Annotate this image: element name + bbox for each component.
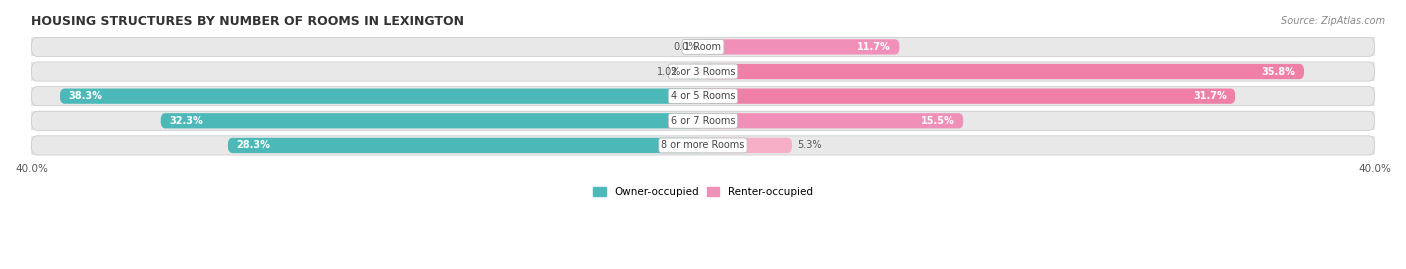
FancyBboxPatch shape — [703, 39, 900, 55]
FancyBboxPatch shape — [60, 89, 703, 104]
Text: 1 Room: 1 Room — [685, 42, 721, 52]
FancyBboxPatch shape — [703, 113, 963, 128]
FancyBboxPatch shape — [703, 89, 1236, 104]
Text: 6 or 7 Rooms: 6 or 7 Rooms — [671, 116, 735, 126]
Text: 11.7%: 11.7% — [858, 42, 891, 52]
Text: 28.3%: 28.3% — [236, 140, 270, 150]
FancyBboxPatch shape — [228, 138, 703, 153]
Text: 38.3%: 38.3% — [69, 91, 103, 101]
Text: 32.3%: 32.3% — [169, 116, 202, 126]
Text: 35.8%: 35.8% — [1261, 66, 1296, 76]
Text: 2 or 3 Rooms: 2 or 3 Rooms — [671, 66, 735, 76]
Text: HOUSING STRUCTURES BY NUMBER OF ROOMS IN LEXINGTON: HOUSING STRUCTURES BY NUMBER OF ROOMS IN… — [31, 15, 464, 28]
Bar — [31, 136, 1375, 155]
FancyBboxPatch shape — [703, 138, 792, 153]
Text: 1.0%: 1.0% — [657, 66, 681, 76]
FancyBboxPatch shape — [31, 62, 1375, 81]
Text: 5.3%: 5.3% — [797, 140, 821, 150]
Text: Source: ZipAtlas.com: Source: ZipAtlas.com — [1281, 16, 1385, 26]
Bar — [31, 111, 1375, 130]
Legend: Owner-occupied, Renter-occupied: Owner-occupied, Renter-occupied — [589, 183, 817, 201]
FancyBboxPatch shape — [703, 64, 1303, 79]
Text: 0.0%: 0.0% — [673, 42, 697, 52]
FancyBboxPatch shape — [31, 136, 1375, 155]
FancyBboxPatch shape — [686, 64, 703, 79]
FancyBboxPatch shape — [31, 37, 1375, 56]
FancyBboxPatch shape — [31, 87, 1375, 106]
Text: 8 or more Rooms: 8 or more Rooms — [661, 140, 745, 150]
Text: 4 or 5 Rooms: 4 or 5 Rooms — [671, 91, 735, 101]
Bar — [31, 37, 1375, 56]
Bar — [31, 62, 1375, 81]
FancyBboxPatch shape — [31, 111, 1375, 130]
Text: 15.5%: 15.5% — [921, 116, 955, 126]
Bar — [31, 87, 1375, 106]
FancyBboxPatch shape — [160, 113, 703, 128]
Text: 31.7%: 31.7% — [1194, 91, 1227, 101]
